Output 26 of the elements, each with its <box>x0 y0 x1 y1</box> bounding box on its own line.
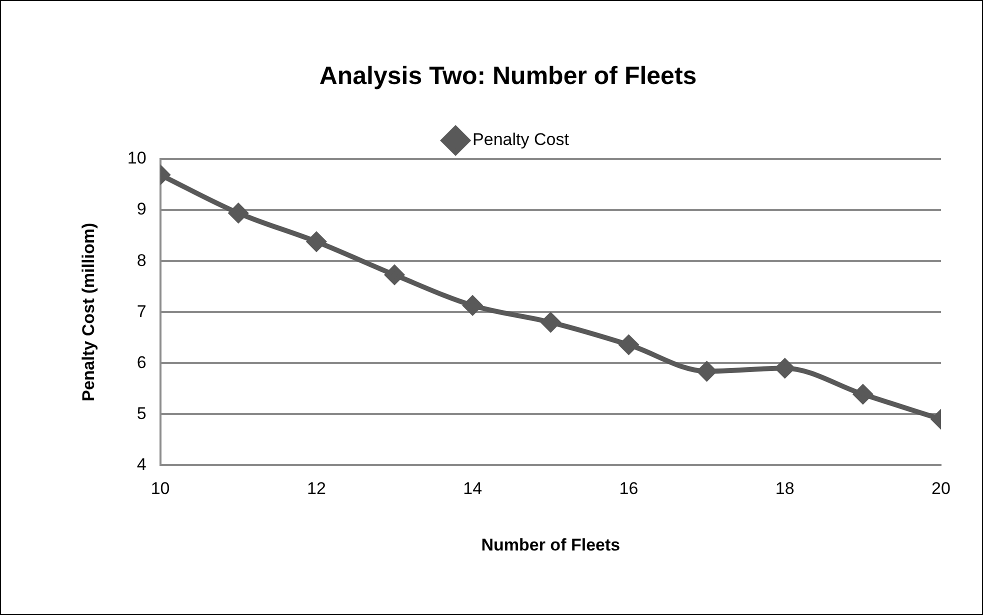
y-tick-label: 7 <box>136 302 146 321</box>
y-tick-label: 9 <box>136 200 146 219</box>
y-axis-title: Penalty Cost (milliom) <box>78 222 98 402</box>
x-tick-label: 10 <box>150 479 170 498</box>
x-tick-label: 20 <box>932 479 950 498</box>
point <box>306 232 326 252</box>
x-tick-label: 14 <box>463 479 482 498</box>
point <box>697 362 716 381</box>
y-tick-label: 8 <box>136 250 146 270</box>
point <box>619 335 638 354</box>
point <box>775 358 794 378</box>
point <box>853 384 872 404</box>
point <box>228 204 248 223</box>
point <box>385 265 404 284</box>
y-tick-label: 5 <box>136 404 146 423</box>
x-tick-label: 16 <box>619 479 638 498</box>
point <box>541 312 560 332</box>
x-tick-label: 18 <box>775 479 794 498</box>
legend-label: Penalty Cost <box>472 130 570 150</box>
y-tick-label: 10 <box>127 148 146 168</box>
x-axis-title: Number of Fleets <box>481 535 620 554</box>
point <box>463 296 482 315</box>
x-tick-label: 12 <box>306 479 326 498</box>
chart-title: Analysis Two: Number of Fleets <box>319 62 697 90</box>
y-tick-label: 4 <box>136 454 146 474</box>
y-tick-label: 6 <box>136 352 146 372</box>
